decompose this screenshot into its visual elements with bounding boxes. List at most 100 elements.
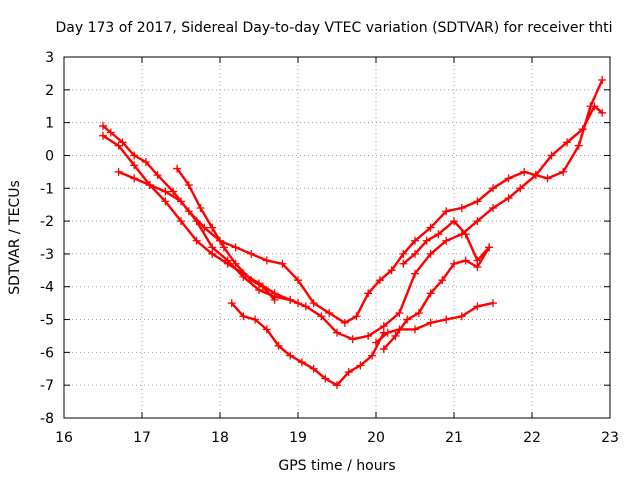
data-point [219, 243, 228, 252]
data-point [411, 249, 419, 258]
data-point [426, 223, 435, 232]
data-point [364, 331, 373, 340]
data-point [130, 174, 139, 183]
data-point [309, 364, 318, 373]
data-point [395, 308, 404, 317]
data-point [450, 259, 458, 268]
x-tick-label: 19 [289, 430, 307, 446]
y-tick-label: -2 [40, 214, 54, 230]
series-line [382, 246, 491, 351]
data-point [239, 272, 248, 281]
data-point [106, 128, 115, 137]
series-track-h [379, 243, 494, 354]
data-point [184, 180, 193, 189]
data-point [504, 194, 513, 203]
y-tick-label: 1 [45, 116, 54, 132]
data-point [153, 171, 162, 180]
data-point [348, 335, 357, 344]
y-tick-label: -7 [40, 378, 54, 394]
data-point [297, 358, 306, 367]
data-point [145, 180, 154, 189]
data-point [598, 75, 607, 84]
data-point [457, 312, 466, 321]
data-point [333, 328, 341, 337]
data-point [317, 312, 326, 321]
series-track-b [99, 102, 607, 344]
data-point [531, 171, 540, 180]
data-point [274, 341, 283, 350]
data-point [325, 308, 334, 317]
data-point [196, 203, 205, 212]
series-line [101, 104, 604, 341]
data-point [543, 174, 552, 183]
data-point [473, 217, 482, 226]
data-point [258, 282, 267, 291]
data-point [598, 108, 607, 117]
data-point [387, 266, 396, 275]
data-point [231, 259, 240, 268]
data-point [473, 263, 482, 272]
data-point [442, 315, 451, 324]
y-tick-label: -3 [40, 247, 54, 263]
data-point [399, 249, 408, 258]
data-point [489, 184, 497, 193]
data-point [161, 197, 170, 206]
data-point [340, 318, 349, 327]
x-axis-label: GPS time / hours [278, 458, 395, 474]
data-point [356, 361, 365, 370]
data-point [227, 299, 236, 308]
data-point [247, 276, 256, 285]
y-tick-label: -1 [40, 181, 54, 197]
data-point [414, 308, 423, 317]
data-series [99, 75, 607, 390]
series-line [117, 170, 300, 305]
data-point [368, 351, 377, 360]
data-point [99, 121, 107, 130]
data-point [114, 141, 123, 150]
data-point [485, 243, 494, 252]
data-point [403, 315, 412, 324]
series-track-a [99, 75, 607, 327]
data-point [173, 164, 182, 173]
x-tick-label: 18 [211, 430, 229, 446]
grid [63, 56, 611, 419]
data-point [590, 102, 599, 111]
data-point [442, 207, 451, 216]
data-point [547, 151, 556, 160]
data-point [426, 318, 435, 327]
data-point [192, 236, 201, 245]
y-tick-label: 3 [45, 50, 54, 66]
data-point [461, 256, 470, 265]
data-point [426, 289, 435, 298]
data-point [192, 217, 201, 226]
series-line [230, 301, 385, 387]
x-tick-label: 17 [133, 430, 151, 446]
data-point [438, 276, 447, 285]
data-point [208, 243, 217, 252]
data-point [262, 256, 271, 265]
data-point [177, 197, 185, 206]
data-point [383, 328, 392, 337]
data-point [520, 167, 529, 176]
data-point [411, 269, 419, 278]
series-track-f [372, 299, 497, 347]
data-point [294, 299, 302, 308]
data-point [286, 295, 295, 304]
data-point [411, 325, 419, 334]
data-point [223, 256, 232, 265]
data-point [391, 331, 400, 340]
series-track-e [227, 299, 388, 390]
data-point [578, 125, 587, 134]
data-point [375, 276, 384, 285]
data-point [344, 368, 353, 377]
data-point [352, 312, 361, 321]
data-point [450, 217, 458, 226]
data-point [399, 259, 408, 268]
x-tick-label: 22 [523, 430, 541, 446]
data-point [442, 236, 451, 245]
data-point [461, 230, 470, 239]
data-point [411, 236, 419, 245]
data-point [422, 236, 431, 245]
data-point [559, 167, 568, 176]
data-point [563, 138, 572, 147]
